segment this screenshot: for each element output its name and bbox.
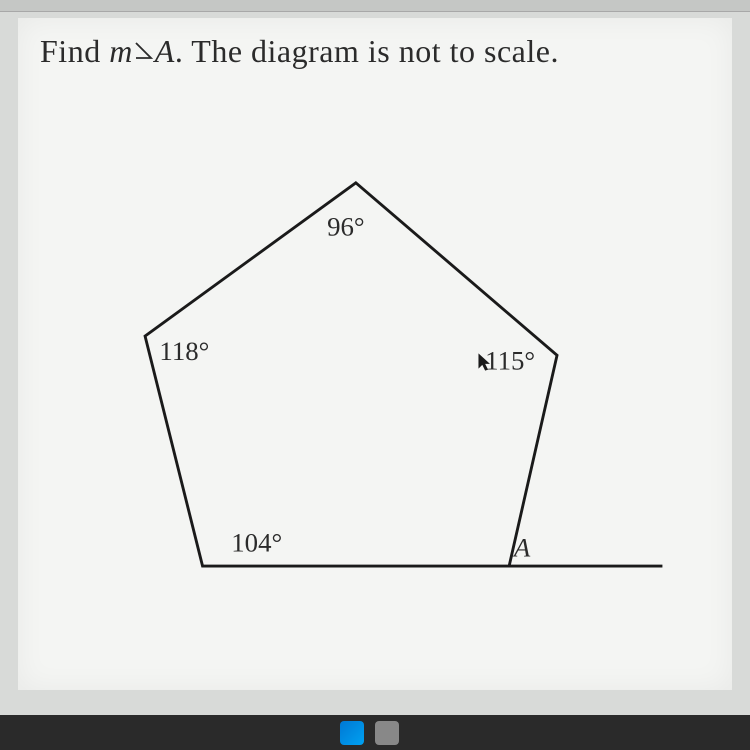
angle-variable: A (155, 33, 175, 69)
question-text: Find mA. The diagram is not to scale. (40, 33, 559, 70)
browser-top-bar (0, 0, 750, 12)
taskbar (0, 715, 750, 750)
m-symbol: m (109, 33, 133, 69)
angle-bottom-left: 104° (231, 528, 282, 558)
angle-right: 115° (485, 346, 535, 376)
angle-icon (133, 40, 155, 62)
diagram-area: 96° 115° 118° 104° A (78, 108, 672, 660)
vertex-a-label: A (512, 532, 531, 562)
question-prefix: Find (40, 33, 109, 69)
angle-left: 118° (159, 336, 209, 366)
content-panel: Find mA. The diagram is not to scale. 96… (18, 18, 732, 690)
question-suffix: . The diagram is not to scale. (175, 33, 559, 69)
pentagon-diagram: 96° 115° 118° 104° A (78, 108, 672, 660)
angle-top: 96° (327, 212, 365, 242)
taskbar-app-icon[interactable] (340, 721, 364, 745)
taskbar-app-icon[interactable] (375, 721, 399, 745)
